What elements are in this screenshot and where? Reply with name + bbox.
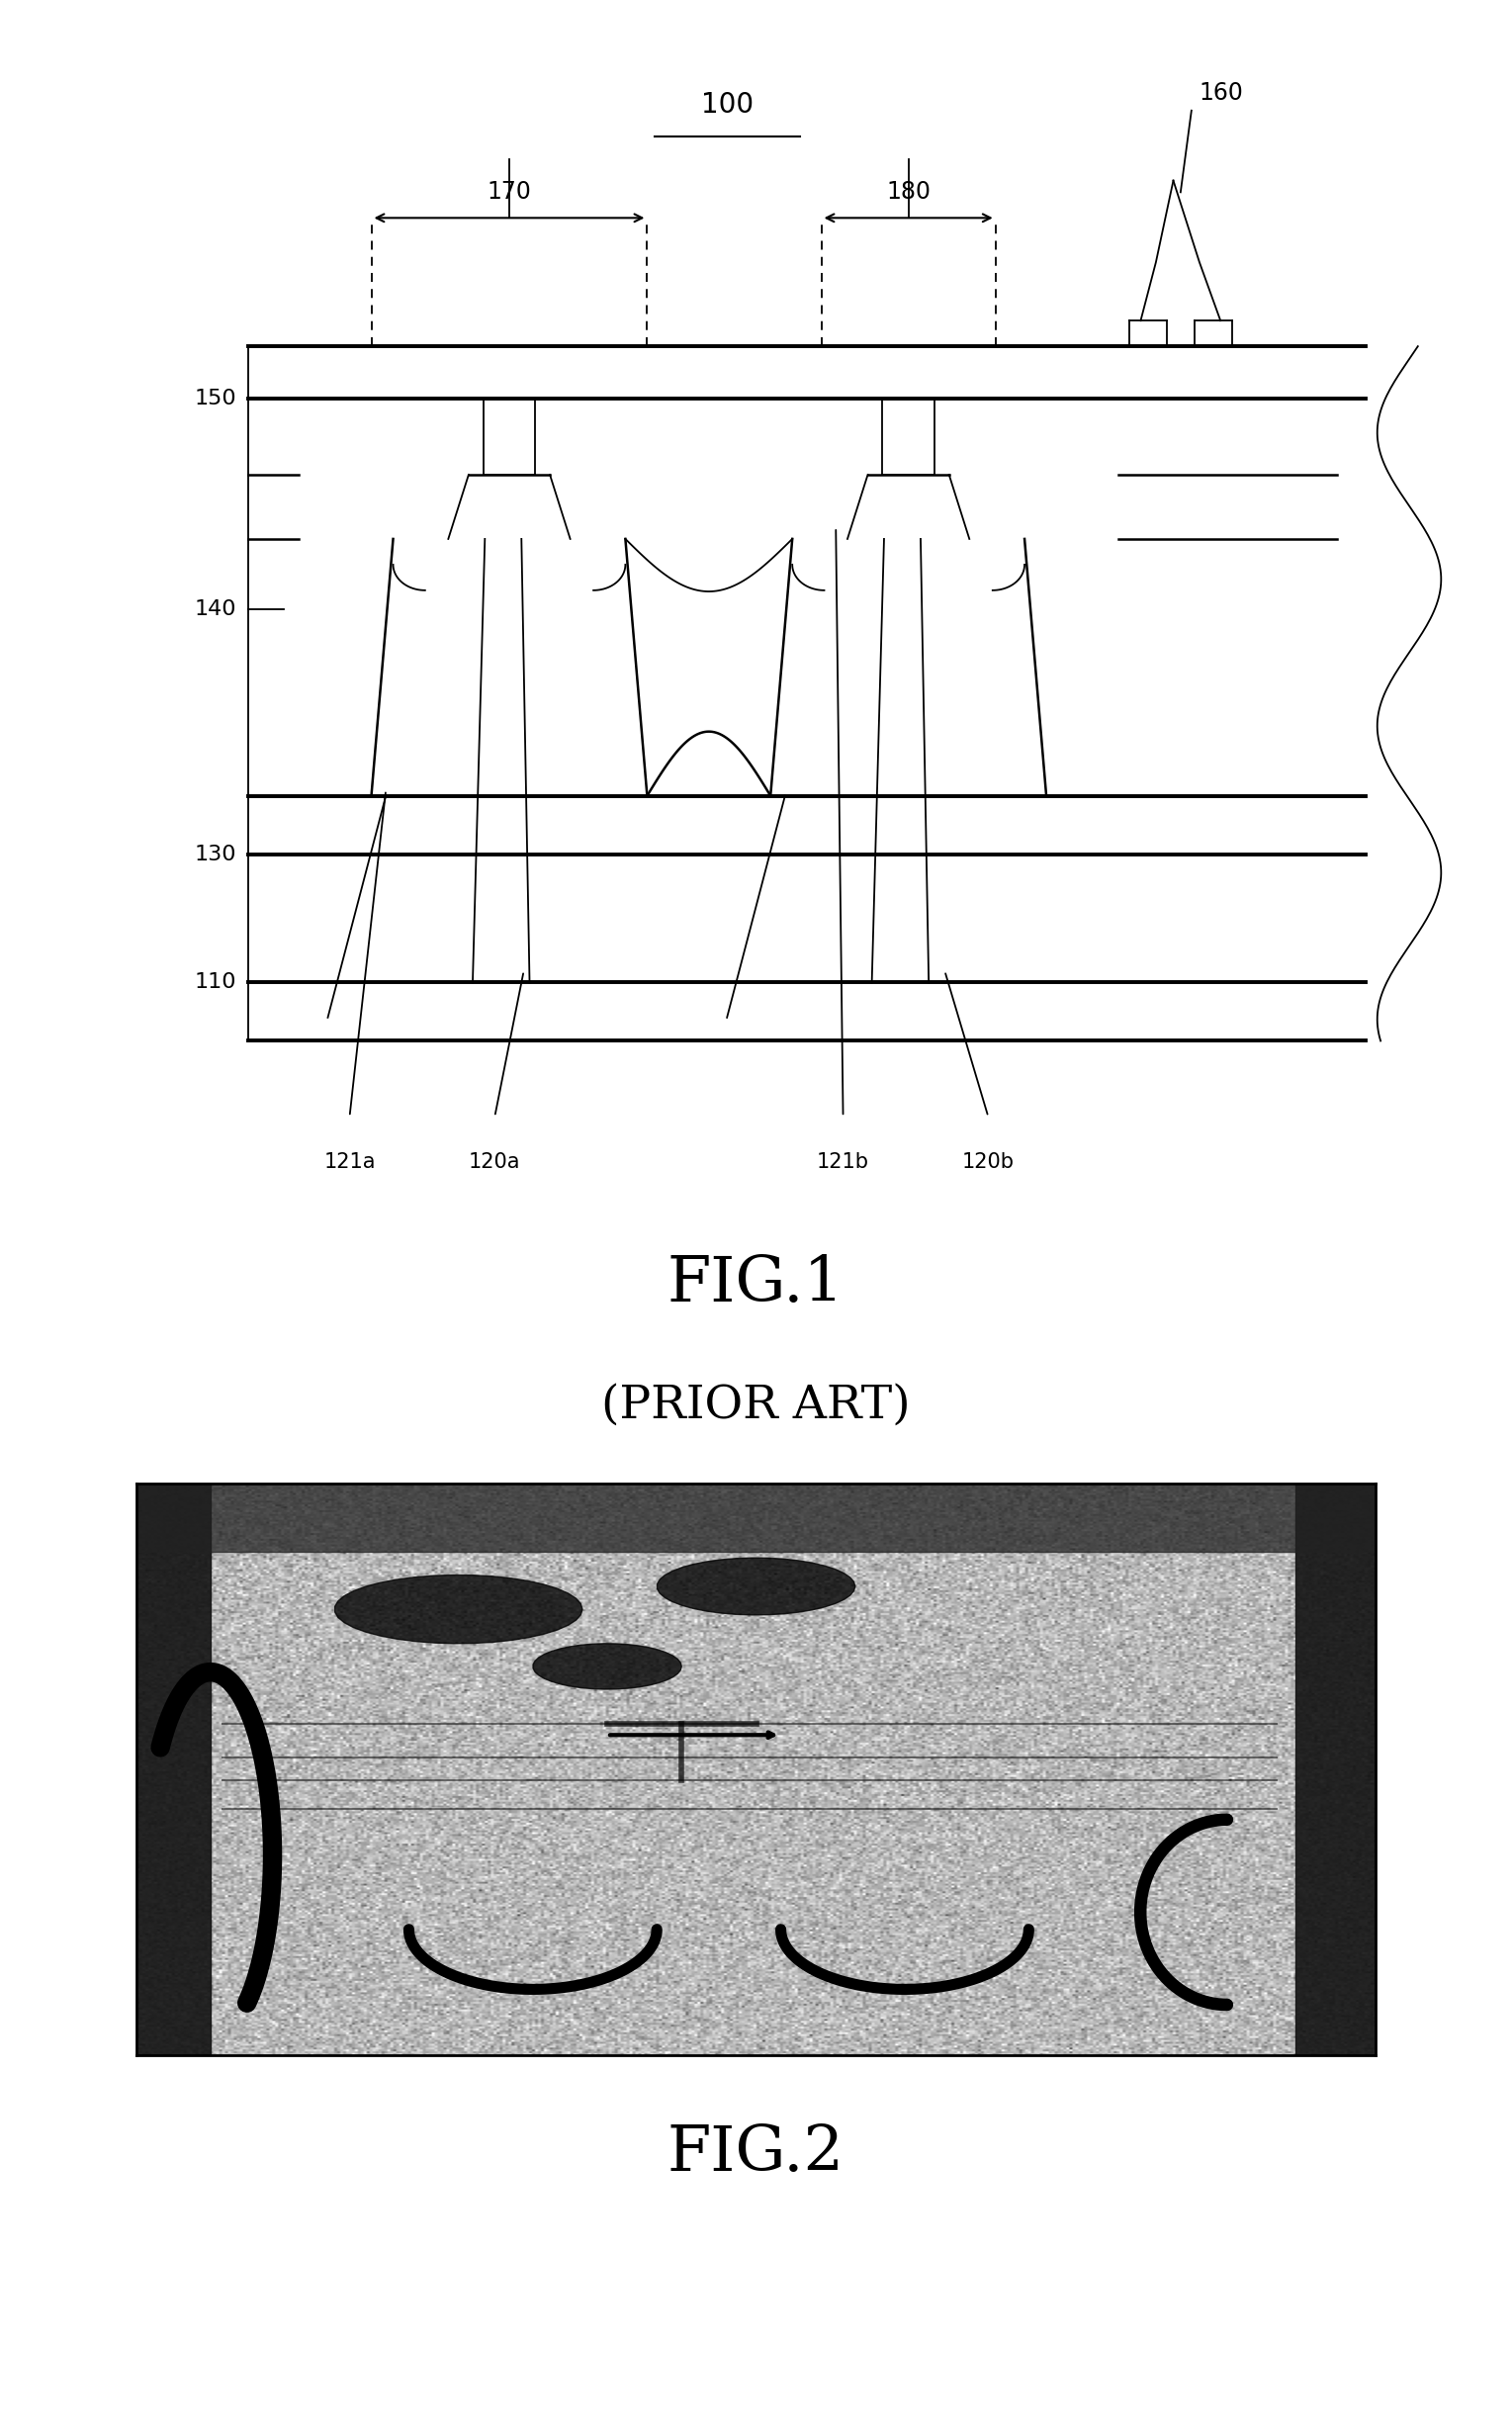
Text: 120a: 120a	[469, 1153, 520, 1172]
Polygon shape	[334, 1576, 582, 1644]
Text: 150: 150	[194, 389, 236, 409]
Text: (PRIOR ART): (PRIOR ART)	[602, 1384, 910, 1428]
Text: 110: 110	[195, 973, 236, 992]
Text: 120b: 120b	[962, 1153, 1015, 1172]
Text: 121b: 121b	[816, 1153, 869, 1172]
Text: 100: 100	[700, 90, 753, 119]
Text: 180: 180	[886, 180, 931, 204]
Text: FIG.1: FIG.1	[667, 1255, 845, 1313]
Text: 121a: 121a	[324, 1153, 375, 1172]
Polygon shape	[658, 1559, 856, 1615]
Text: 130: 130	[195, 844, 236, 863]
Text: 160: 160	[1199, 80, 1243, 105]
Text: 170: 170	[487, 180, 531, 204]
Polygon shape	[534, 1644, 682, 1690]
Text: FIG.2: FIG.2	[667, 2123, 845, 2184]
Text: 140: 140	[195, 598, 236, 618]
